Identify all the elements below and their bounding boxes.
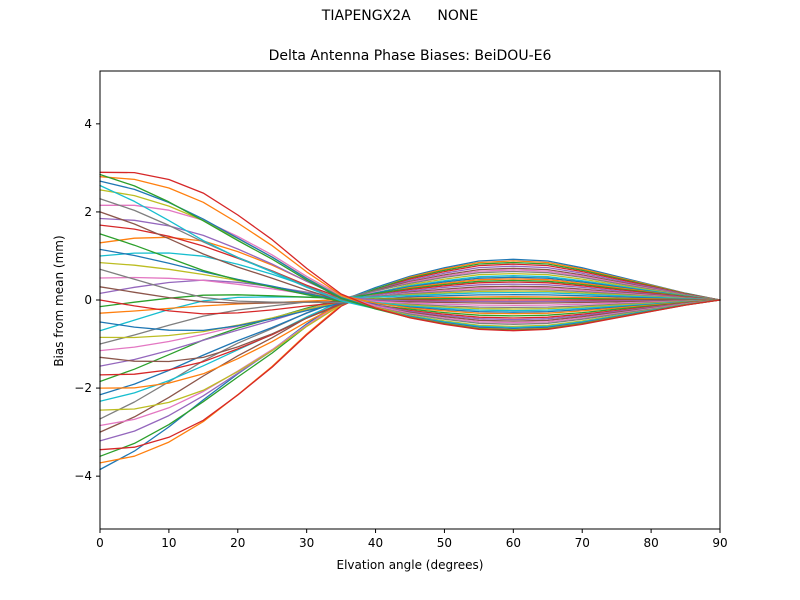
y-tick-label: −2 — [74, 381, 92, 395]
bias-curve-20 — [99, 291, 721, 332]
x-tick-label: 80 — [643, 536, 658, 550]
bias-curve-01 — [99, 258, 721, 471]
y-tick-label: 2 — [84, 205, 92, 219]
y-tick-label: 0 — [84, 293, 92, 307]
bias-curve-14 — [99, 281, 721, 376]
bias-curve-08 — [99, 270, 721, 420]
bias-curve-07 — [99, 269, 721, 427]
x-tick-label: 30 — [299, 536, 314, 550]
bias-curve-02 — [99, 260, 721, 464]
x-tick-label: 0 — [96, 536, 104, 550]
bias-curve-11 — [99, 276, 721, 396]
bias-curve-29 — [99, 261, 721, 310]
bias-curve-26 — [99, 286, 721, 304]
bias-curve-18 — [99, 288, 721, 345]
bias-curve-16 — [99, 285, 721, 363]
bias-curve-15 — [99, 283, 721, 367]
bias-curve-33 — [99, 233, 721, 317]
x-tick-label: 40 — [368, 536, 383, 550]
figure-suptitle: TIAPENGX2A NONE — [321, 8, 479, 24]
bias-curve-35 — [99, 217, 721, 321]
bias-curve-23 — [99, 294, 721, 308]
bias-curve-09 — [99, 272, 721, 411]
axes-title: Delta Antenna Phase Biases: BeiDOU-E6 — [268, 48, 552, 64]
x-tick-label: 60 — [506, 536, 521, 550]
y-tick-label: 4 — [84, 117, 92, 131]
x-tick-label: 10 — [161, 536, 176, 550]
bias-curve-44 — [99, 171, 721, 332]
bias-curve-30 — [99, 252, 721, 312]
bias-curve-28 — [99, 268, 721, 309]
bias-curve-27 — [99, 276, 721, 306]
bias-curve-03 — [99, 261, 721, 457]
bias-curve-38 — [99, 198, 721, 325]
x-tick-label: 90 — [712, 536, 727, 550]
bias-curve-36 — [99, 211, 721, 322]
bias-curve-12 — [99, 278, 721, 389]
bias-curve-34 — [99, 224, 721, 319]
bias-curve-19 — [99, 290, 721, 339]
bias-curve-04 — [99, 263, 721, 451]
y-tick-label: −4 — [74, 469, 92, 483]
bias-curve-22 — [99, 296, 721, 314]
x-axis-label: Elvation angle (degrees) — [336, 558, 484, 572]
bias-curve-31 — [99, 248, 721, 313]
y-axis-label: Bias from mean (mm) — [52, 235, 66, 367]
bias-curve-06 — [99, 267, 721, 433]
bias-curve-05 — [99, 265, 721, 442]
bias-curve-10 — [99, 275, 721, 402]
x-tick-label: 50 — [437, 536, 452, 550]
bias-curve-17 — [99, 287, 721, 352]
bias-curve-21 — [99, 294, 721, 332]
x-tick-label: 70 — [575, 536, 590, 550]
x-tick-label: 20 — [230, 536, 245, 550]
bias-curve-41 — [99, 180, 721, 330]
bias-curve-24 — [99, 299, 721, 315]
